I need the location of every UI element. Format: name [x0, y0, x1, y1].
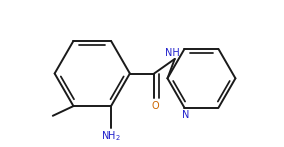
Text: O: O [152, 101, 159, 111]
Text: N: N [182, 110, 189, 120]
Text: NH$_2$: NH$_2$ [101, 129, 121, 143]
Text: NH: NH [165, 48, 180, 58]
